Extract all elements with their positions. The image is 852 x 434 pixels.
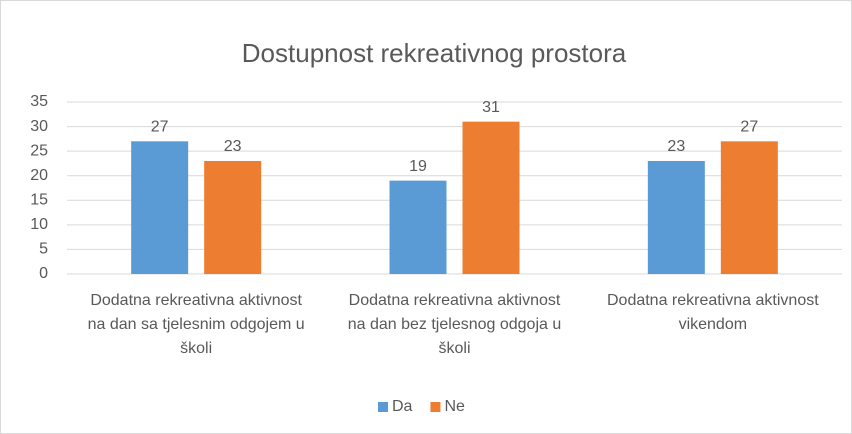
y-tick-label: 35	[30, 93, 48, 110]
value-label: 27	[740, 119, 758, 136]
legend-swatch	[378, 402, 388, 412]
y-tick-label: 5	[39, 241, 48, 258]
y-tick-label: 20	[30, 167, 48, 184]
y-tick-label: 30	[30, 118, 48, 135]
value-label: 19	[409, 158, 427, 175]
x-tick-label: Dodatna rekreativna aktivnost vikendom	[606, 292, 819, 333]
value-label: 23	[667, 138, 685, 155]
y-tick-label: 0	[39, 265, 48, 282]
bar	[720, 141, 778, 274]
bar	[647, 160, 705, 274]
legend-label: Ne	[444, 398, 465, 415]
value-label: 27	[151, 119, 169, 136]
chart-title: Dostupnost rekreativnog prostora	[242, 38, 627, 68]
y-tick-label: 15	[30, 192, 48, 209]
bar	[204, 160, 262, 274]
bar	[389, 180, 447, 274]
bar	[131, 141, 189, 274]
x-tick-label: Dodatna rekreativna aktivnost na dan bez…	[347, 292, 562, 357]
legend-label: Da	[392, 398, 413, 415]
value-label: 31	[482, 99, 500, 116]
bar	[462, 121, 520, 275]
x-tick-label: Dodatna rekreativna aktivnost na dan sa …	[87, 292, 305, 357]
legend-swatch	[430, 402, 441, 412]
y-tick-label: 25	[30, 142, 48, 159]
value-label: 23	[224, 138, 242, 155]
y-tick-label: 10	[30, 216, 48, 233]
